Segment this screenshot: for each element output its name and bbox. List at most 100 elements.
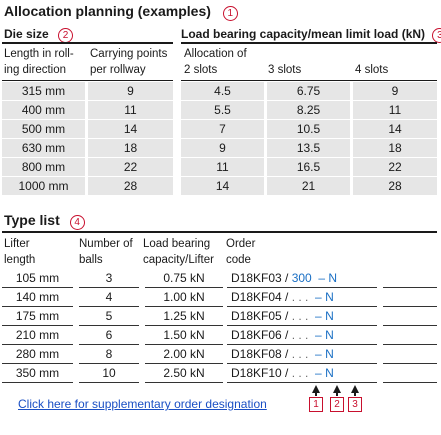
col-balls-header: Number of balls bbox=[79, 238, 133, 266]
carrying-points-cell: 28 bbox=[88, 176, 173, 196]
order-code-length: . . . bbox=[288, 366, 312, 380]
order-extra-cell bbox=[383, 306, 437, 326]
column-gap bbox=[350, 82, 353, 101]
order-code-length: . . . bbox=[288, 347, 312, 361]
column-gap bbox=[85, 119, 88, 139]
marker-3-arrow bbox=[351, 385, 359, 393]
balls-cell: 3 bbox=[79, 269, 139, 288]
col-3slots-header: 3 slots bbox=[268, 64, 302, 76]
order-code-cell: D18KF06 / . . . – N bbox=[227, 325, 377, 345]
carrying-points-cell: 11 bbox=[88, 100, 173, 120]
type-list-rule bbox=[2, 231, 437, 233]
die-size-rule bbox=[2, 42, 173, 44]
order-code-dash: – bbox=[315, 271, 329, 285]
col-carrying-header: Carrying points per rollway bbox=[90, 48, 168, 76]
lifter-length-cell: 105 mm bbox=[2, 269, 73, 288]
col-load-header: Load bearing capacity/Lifter bbox=[143, 238, 214, 266]
die-size-header: Die size 2 bbox=[4, 27, 74, 43]
slots2-cell: 7 bbox=[181, 119, 264, 139]
order-code-dash: – bbox=[311, 309, 326, 323]
allocation-header-rule-left bbox=[2, 80, 173, 81]
balls-cell: 8 bbox=[79, 344, 139, 364]
order-code-suffix: N bbox=[328, 271, 338, 285]
order-code-length: . . . bbox=[288, 309, 312, 323]
lifter-length-cell: 210 mm bbox=[2, 325, 73, 345]
order-code-prefix: D18KF10 / bbox=[231, 366, 289, 380]
column-gap bbox=[85, 138, 88, 158]
order-extra-cell bbox=[383, 344, 437, 364]
slots3-cell: 10.5 bbox=[267, 119, 350, 139]
col-order-header: Order code bbox=[226, 238, 256, 266]
allocation-row: 630 mm 18 9 13.5 18 bbox=[2, 138, 437, 158]
load-cell: 0.75 kN bbox=[145, 269, 223, 288]
load-cell: 1.25 kN bbox=[145, 306, 223, 326]
col-allocation-of-header: Allocation of bbox=[184, 48, 247, 60]
order-code-prefix: D18KF05 / bbox=[231, 309, 289, 323]
column-gap bbox=[264, 138, 267, 158]
order-code-cell: D18KF04 / . . . – N bbox=[227, 287, 377, 307]
type-row: 140 mm 4 1.00 kN D18KF04 / . . . – N bbox=[2, 287, 437, 307]
order-marker-3: 3 bbox=[348, 397, 362, 412]
order-code-cell: D18KF08 / . . . – N bbox=[227, 344, 377, 364]
order-extra-cell bbox=[383, 363, 437, 383]
type-row: 210 mm 6 1.50 kN D18KF06 / . . . – N bbox=[2, 325, 437, 345]
die-length-cell: 800 mm bbox=[2, 157, 85, 177]
slots4-cell: 9 bbox=[353, 82, 437, 101]
column-gap bbox=[350, 119, 353, 139]
column-gap bbox=[85, 82, 88, 101]
type-row: 280 mm 8 2.00 kN D18KF08 / . . . – N bbox=[2, 344, 437, 364]
die-length-cell: 315 mm bbox=[2, 82, 85, 101]
order-code-dash: – bbox=[311, 290, 326, 304]
marker-2-stem bbox=[336, 392, 338, 396]
slots3-cell: 16.5 bbox=[267, 157, 350, 177]
type-list-title: Type list 4 bbox=[4, 212, 85, 230]
order-code-prefix: D18KF03 / bbox=[231, 271, 289, 285]
type-table: 105 mm 3 0.75 kN D18KF03 / 300 – N 140 mm 4 1.… bbox=[2, 269, 437, 383]
col-length-header: Length in roll-ing direction bbox=[4, 48, 74, 76]
slots4-cell: 22 bbox=[353, 157, 437, 177]
allocation-title: Allocation planning (examples) 1 bbox=[4, 3, 238, 21]
die-length-cell: 500 mm bbox=[2, 119, 85, 139]
order-code-suffix: N bbox=[325, 309, 334, 323]
slots2-cell: 14 bbox=[181, 176, 264, 196]
column-gap bbox=[350, 157, 353, 177]
marker-3-stem bbox=[354, 392, 356, 396]
balls-cell: 6 bbox=[79, 325, 139, 345]
order-code-cell: D18KF05 / . . . – N bbox=[227, 306, 377, 326]
col-2slots-header: 2 slots bbox=[184, 64, 218, 76]
order-code-suffix: N bbox=[325, 290, 334, 304]
order-extra-cell bbox=[383, 325, 437, 345]
carrying-points-cell: 9 bbox=[88, 82, 173, 101]
order-code-suffix: N bbox=[325, 366, 334, 380]
column-gap bbox=[350, 176, 353, 196]
allocation-row: 1000 mm 28 14 21 28 bbox=[2, 176, 437, 196]
column-gap bbox=[264, 119, 267, 139]
slots2-cell: 11 bbox=[181, 157, 264, 177]
supplementary-order-link[interactable]: Click here for supplementary order desig… bbox=[18, 397, 267, 411]
column-gap bbox=[173, 138, 181, 158]
order-code-length: 300 bbox=[288, 271, 316, 285]
slots2-cell: 9 bbox=[181, 138, 264, 158]
allocation-row: 315 mm 9 4.5 6.75 9 bbox=[2, 82, 437, 101]
allocation-table: 315 mm 9 4.5 6.75 9 400 mm 11 5.5 8.25 11 500 mm 14… bbox=[2, 82, 437, 196]
die-size-marker: 2 bbox=[58, 28, 74, 43]
lifter-length-cell: 280 mm bbox=[2, 344, 73, 364]
column-gap bbox=[173, 82, 181, 101]
load-cell: 1.50 kN bbox=[145, 325, 223, 345]
column-gap bbox=[85, 157, 88, 177]
load-rule bbox=[181, 42, 437, 44]
die-length-cell: 400 mm bbox=[2, 100, 85, 120]
order-code-prefix: D18KF08 / bbox=[231, 347, 289, 361]
order-extra-cell bbox=[383, 287, 437, 307]
carrying-points-cell: 18 bbox=[88, 138, 173, 158]
slots3-cell: 21 bbox=[267, 176, 350, 196]
die-size-label: Die size bbox=[4, 27, 49, 41]
column-gap bbox=[173, 157, 181, 177]
column-gap bbox=[85, 100, 88, 120]
marker-1-stem bbox=[315, 392, 317, 396]
load-label: Load bearing capacity/mean limit load (k… bbox=[181, 27, 426, 41]
load-header: Load bearing capacity/mean limit load (k… bbox=[181, 27, 441, 43]
order-code-suffix: N bbox=[325, 328, 334, 342]
slots4-cell: 14 bbox=[353, 119, 437, 139]
load-marker: 3 bbox=[432, 28, 441, 43]
